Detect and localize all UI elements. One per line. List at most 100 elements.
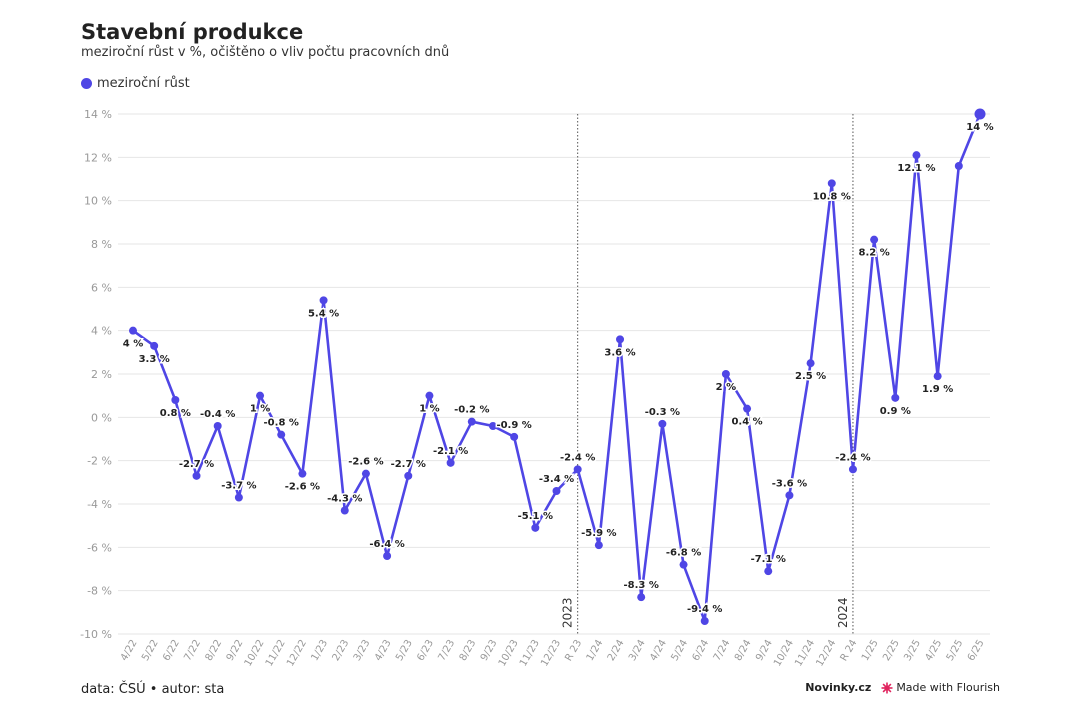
data-point <box>340 506 349 515</box>
y-tick-label: 14 % <box>84 108 112 121</box>
x-tick-label: 5/22 <box>140 638 161 663</box>
data-label: 1 % <box>250 404 270 415</box>
data-label: -0.9 % <box>496 420 531 431</box>
y-tick-label: 12 % <box>84 151 112 164</box>
data-label: -7.1 % <box>751 554 786 565</box>
data-point <box>171 396 180 404</box>
data-label: -9.4 % <box>687 604 722 615</box>
flourish-burst-icon <box>881 682 893 693</box>
data-label: -2.7 % <box>179 459 214 470</box>
x-tick-label: 6/23 <box>415 638 436 663</box>
y-tick-label: -2 % <box>87 455 112 468</box>
data-point <box>785 491 794 500</box>
data-label: -0.4 % <box>200 409 235 420</box>
data-point <box>616 335 625 344</box>
x-tick-label: 4/24 <box>648 638 669 663</box>
data-label: -2.4 % <box>560 452 595 463</box>
data-label: 10.8 % <box>813 191 851 202</box>
x-tick-label: 1/23 <box>309 638 330 663</box>
x-tick-label: 5/25 <box>945 638 966 663</box>
data-point <box>298 469 307 478</box>
data-label: 0.4 % <box>731 417 762 428</box>
data-point <box>848 465 857 474</box>
data-point <box>404 471 413 480</box>
x-tick-label: R 24 <box>839 638 860 663</box>
x-tick-label: 5/23 <box>394 638 415 663</box>
data-point <box>721 370 730 378</box>
data-label: 5.4 % <box>308 308 339 319</box>
chart-legend[interactable]: meziroční růst <box>81 76 190 91</box>
x-tick-label: 12/23 <box>539 638 563 668</box>
data-label: -3.6 % <box>772 478 807 489</box>
chart-title: Stavební produkce <box>81 20 304 44</box>
data-point <box>764 567 773 576</box>
x-tick-label: 7/22 <box>182 638 203 663</box>
x-tick-label: 12/22 <box>285 638 309 668</box>
x-tick-label: 9/24 <box>754 638 775 663</box>
x-tick-label: 2/25 <box>881 638 902 663</box>
data-point <box>974 108 986 120</box>
x-tick-label: 11/22 <box>264 638 288 668</box>
data-point <box>827 179 836 188</box>
data-point <box>891 393 900 402</box>
data-label: 2 % <box>716 382 736 393</box>
y-tick-label: 8 % <box>91 238 112 251</box>
x-tick-label: 5/24 <box>669 638 690 663</box>
data-label: 2.5 % <box>795 371 826 382</box>
data-point <box>552 487 561 495</box>
data-point <box>870 235 879 244</box>
x-tick-label: 1/24 <box>585 638 606 663</box>
brand-logo[interactable]: Novinky.cz <box>805 681 872 694</box>
x-tick-label: 4/23 <box>373 638 394 663</box>
data-point <box>383 552 392 560</box>
x-tick-label: 8/22 <box>204 638 225 663</box>
data-label: -2.4 % <box>835 452 870 463</box>
data-label: -2.6 % <box>285 482 320 493</box>
y-tick-label: -8 % <box>87 585 112 598</box>
x-tick-label: 10/23 <box>497 638 521 668</box>
x-tick-label: 7/23 <box>436 638 457 663</box>
data-label: -2.7 % <box>391 459 426 470</box>
data-label: -2.1 % <box>433 446 468 457</box>
x-tick-label: 11/23 <box>518 638 542 668</box>
y-tick-label: 10 % <box>84 195 112 208</box>
x-tick-label: 2/24 <box>606 638 627 663</box>
data-label: 1 % <box>419 404 439 415</box>
data-label: -0.2 % <box>454 405 489 416</box>
made-with-flourish-link[interactable]: Made with Flourish <box>896 681 1000 694</box>
x-tick-label: 6/25 <box>966 638 987 663</box>
data-label: -0.8 % <box>264 418 299 429</box>
data-point <box>531 523 540 532</box>
data-label: 8.2 % <box>859 248 890 259</box>
data-point <box>679 560 688 569</box>
data-point <box>658 419 667 428</box>
data-point <box>425 391 434 400</box>
x-tick-label: 6/24 <box>691 638 712 663</box>
data-label: 12.1 % <box>897 163 935 174</box>
data-point <box>213 422 222 430</box>
x-tick-label: 10/22 <box>243 638 267 668</box>
data-label: -8.3 % <box>624 580 659 591</box>
data-label: 14 % <box>966 122 993 133</box>
data-point <box>743 404 752 413</box>
year-annotation: 2024 <box>836 597 850 628</box>
data-label: -0.3 % <box>645 407 680 418</box>
data-point <box>637 593 646 602</box>
x-tick-label: 4/25 <box>923 638 944 663</box>
data-point <box>700 617 709 625</box>
y-tick-label: 6 % <box>91 281 112 294</box>
x-tick-label: 1/25 <box>860 638 881 663</box>
footer-branding: Novinky.cz Made with Flourish <box>805 681 1000 694</box>
x-tick-label: 9/22 <box>225 638 246 663</box>
data-label: -5.1 % <box>518 511 553 522</box>
x-tick-label: 3/23 <box>352 638 373 663</box>
y-tick-label: 4 % <box>91 325 112 338</box>
data-label: -3.4 % <box>539 474 574 485</box>
data-label: 4 % <box>123 339 143 350</box>
data-label: -4.3 % <box>327 494 362 505</box>
x-tick-label: 2/23 <box>331 638 352 663</box>
data-point <box>234 493 243 502</box>
y-tick-label: 0 % <box>91 411 112 424</box>
y-tick-label: 2 % <box>91 368 112 381</box>
